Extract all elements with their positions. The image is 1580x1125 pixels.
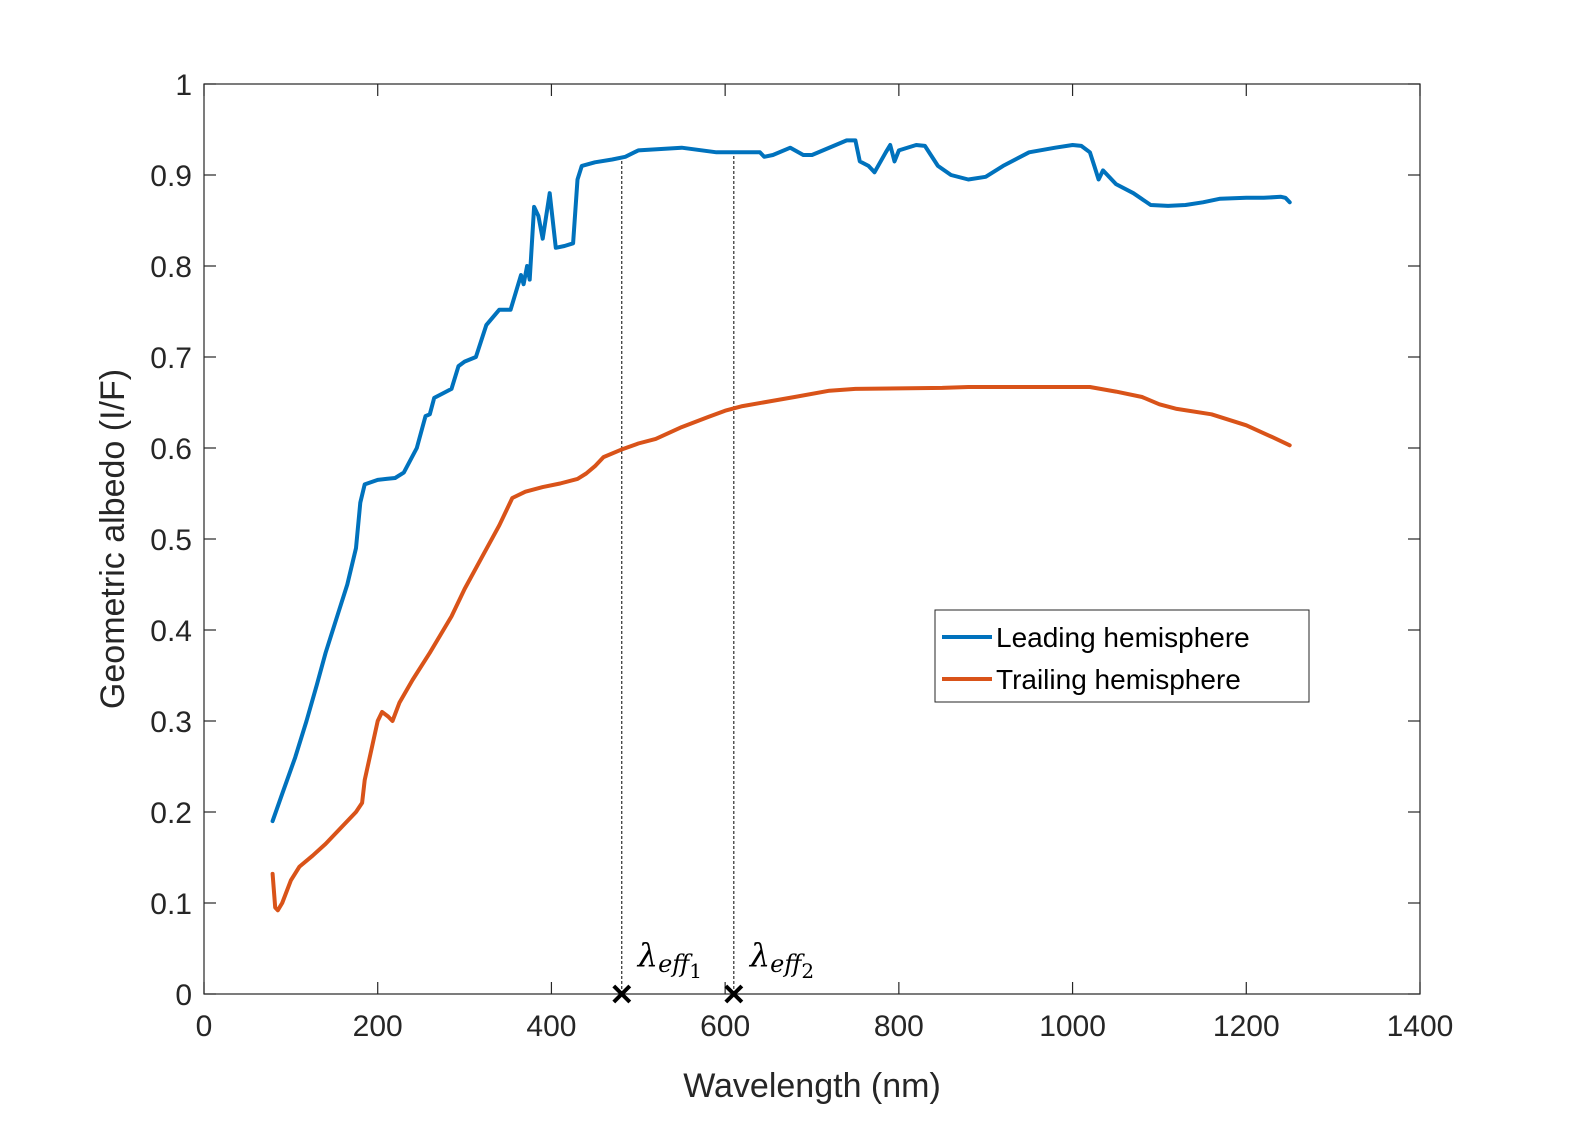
- x-tick-label: 1000: [1039, 1010, 1106, 1043]
- y-tick-label: 0.3: [150, 706, 192, 739]
- marker-label: λeff1: [636, 936, 702, 983]
- y-tick-label: 0.7: [150, 342, 192, 375]
- x-axis-label: Wavelength (nm): [683, 1067, 941, 1105]
- marker-cross: [724, 984, 744, 1004]
- y-tick-label: 0.6: [150, 433, 192, 466]
- series-line: [270, 385, 1292, 913]
- tick-labels: 0 200 400 600 800 1000 1200 1400 0 0.1 0.2 0.3 0.4 0.…: [150, 69, 1453, 1043]
- axis-ticks: [203, 83, 1421, 995]
- marker-cross: [612, 984, 632, 1004]
- y-tick-label: 0.9: [150, 160, 192, 193]
- x-tick-label: 1200: [1213, 1010, 1280, 1043]
- x-tick-label: 200: [353, 1010, 403, 1043]
- legend: Leading hemisphere Trailing hemisphere: [934, 609, 1310, 703]
- y-tick-label: 0.5: [150, 524, 192, 557]
- x-tick-label: 1400: [1387, 1010, 1454, 1043]
- y-axis-label: Geometric albedo (I/F): [94, 369, 132, 709]
- x-tick-label: 800: [874, 1010, 924, 1043]
- x-tick-label: 0: [196, 1010, 213, 1043]
- plot-area: [203, 83, 1421, 995]
- y-tick-label: 0.4: [150, 615, 192, 648]
- x-tick-label: 400: [526, 1010, 576, 1043]
- x-tick-label: 600: [700, 1010, 750, 1043]
- y-tick-label: 0: [175, 979, 192, 1012]
- marker-label: λeff2: [748, 936, 814, 983]
- series-lines: [270, 138, 1292, 913]
- legend-box: [934, 609, 1310, 703]
- y-tick-label: 1: [175, 69, 192, 102]
- y-tick-label: 0.2: [150, 797, 192, 830]
- y-tick-label: 0.1: [150, 888, 192, 921]
- legend-label-trailing: Trailing hemisphere: [996, 664, 1241, 695]
- y-tick-label: 0.8: [150, 251, 192, 284]
- reference-lines: [621, 152, 735, 994]
- wavelength-markers: λeff1 λeff2: [612, 936, 814, 1004]
- legend-label-leading: Leading hemisphere: [996, 622, 1250, 653]
- series-line: [270, 138, 1292, 824]
